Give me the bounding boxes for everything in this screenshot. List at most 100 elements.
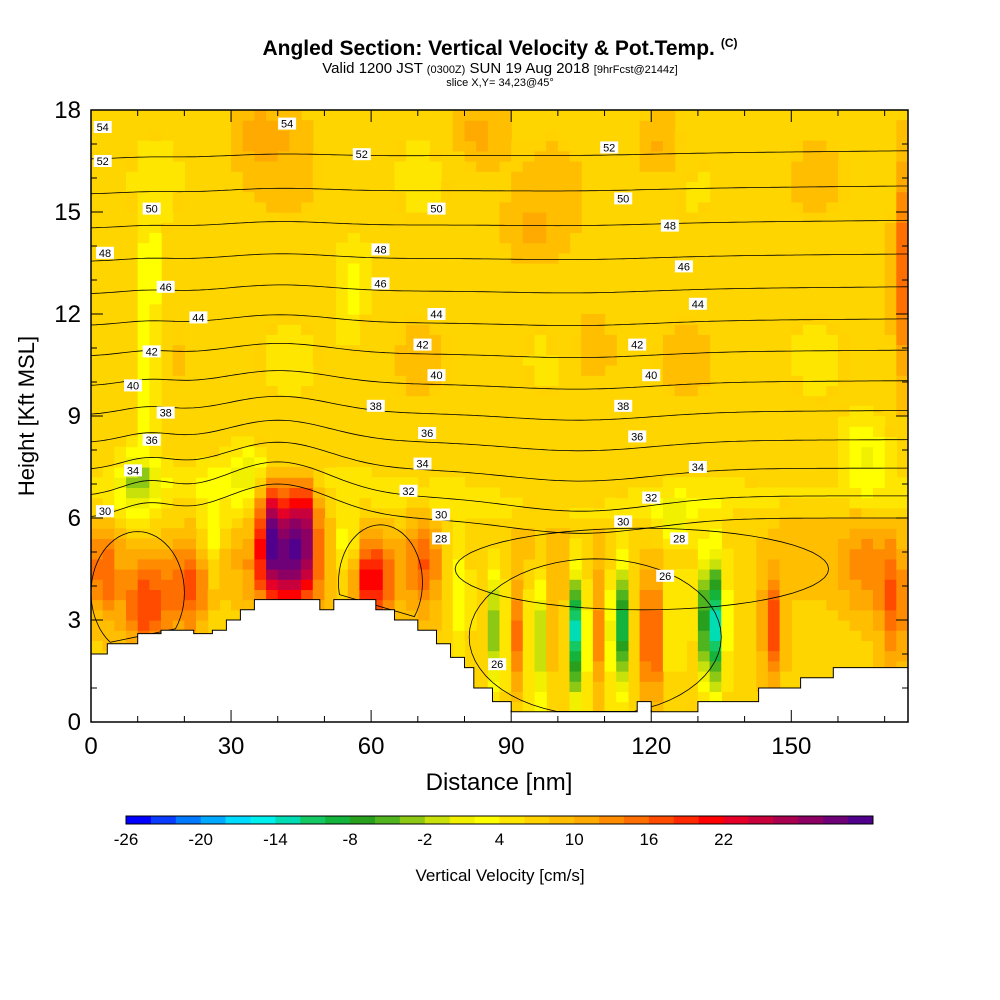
velocity-cell [522, 660, 536, 672]
velocity-cell [242, 446, 255, 458]
colorbar-swatch [150, 816, 177, 824]
velocity-cell [301, 487, 314, 499]
velocity-cell [826, 487, 839, 499]
velocity-cell [149, 507, 162, 519]
velocity-cell [406, 191, 419, 203]
theta-label-text: 42 [416, 340, 428, 352]
velocity-cell [721, 630, 734, 641]
velocity-cell [312, 558, 326, 570]
colorbar-swatch [126, 816, 152, 824]
velocity-cell [184, 609, 197, 621]
velocity-cell [476, 110, 489, 121]
velocity-cell [709, 691, 722, 703]
velocity-cell [779, 487, 792, 499]
velocity-cell [592, 528, 606, 539]
velocity-cell [616, 538, 629, 550]
velocity-cell [522, 201, 536, 213]
velocity-cell [161, 150, 174, 162]
velocity-cell [697, 569, 711, 580]
velocity-cell [499, 640, 512, 652]
velocity-cell [394, 161, 407, 172]
theta-label: 32 [642, 491, 661, 505]
velocity-cell [767, 558, 781, 570]
velocity-cell [254, 191, 267, 203]
velocity-cell [686, 354, 699, 366]
velocity-cell [149, 579, 162, 590]
velocity-cell [884, 558, 897, 570]
velocity-cell [464, 569, 477, 580]
velocity-cell [639, 630, 652, 641]
velocity-cell [896, 161, 908, 172]
velocity-cell [417, 507, 431, 519]
velocity-cell [884, 232, 897, 244]
velocity-cell [569, 548, 582, 560]
colorbar-swatch [175, 816, 202, 824]
velocity-cell [172, 201, 185, 213]
velocity-cell [266, 589, 279, 601]
velocity-cell [161, 140, 174, 152]
velocity-cell [697, 201, 711, 213]
velocity-cell [242, 171, 255, 182]
velocity-cell [511, 660, 524, 672]
velocity-cell [231, 558, 244, 570]
velocity-cell [896, 395, 908, 407]
velocity-cell [849, 446, 862, 458]
velocity-cell [382, 558, 396, 570]
velocity-cell [604, 609, 617, 621]
velocity-cell [604, 324, 617, 335]
velocity-cell [873, 436, 886, 448]
velocity-cell [336, 263, 349, 274]
velocity-cell [336, 477, 349, 488]
velocity-cell [347, 497, 361, 509]
velocity-cell [557, 579, 571, 590]
velocity-cell [791, 150, 804, 162]
velocity-cell [266, 191, 279, 203]
velocity-cell [779, 650, 792, 662]
velocity-cell [114, 558, 127, 570]
theta-label-bg [371, 243, 390, 256]
velocity-cell [126, 630, 139, 641]
velocity-cell [301, 130, 314, 142]
velocity-cell [534, 171, 547, 182]
velocity-cell [254, 538, 267, 550]
velocity-cell [592, 650, 606, 662]
velocity-cell [569, 589, 582, 601]
velocity-cell [91, 538, 104, 550]
velocity-cell [91, 477, 104, 488]
velocity-cell [487, 589, 501, 601]
velocity-cell [406, 579, 419, 590]
velocity-cell [896, 405, 908, 417]
velocity-cell [149, 242, 162, 254]
velocity-cell [569, 660, 582, 672]
velocity-cell [102, 609, 115, 621]
velocity-cell [301, 467, 314, 478]
velocity-cell [312, 507, 326, 519]
velocity-cell [196, 456, 209, 468]
velocity-cell [429, 548, 442, 560]
velocity-cell [254, 110, 267, 121]
velocity-cell [254, 518, 267, 529]
velocity-cell [487, 140, 501, 152]
velocity-cell [522, 538, 536, 550]
velocity-cell [697, 161, 711, 172]
velocity-cell [429, 334, 442, 346]
velocity-cell [522, 620, 536, 631]
velocity-cell [511, 609, 524, 621]
velocity-cell [184, 599, 197, 611]
velocity-cell [803, 518, 816, 529]
velocity-cell [254, 569, 267, 580]
velocity-cell [522, 548, 536, 560]
colorbar-tick-label: -20 [188, 830, 213, 849]
velocity-cell [581, 324, 594, 335]
velocity-cell [884, 324, 897, 335]
velocity-cell [137, 609, 150, 621]
velocity-cell [172, 344, 185, 356]
velocity-cell [406, 181, 419, 193]
velocity-cell [896, 528, 908, 539]
velocity-cell [184, 487, 197, 499]
velocity-cell [569, 650, 582, 662]
velocity-cell [137, 314, 150, 325]
velocity-cell [161, 548, 174, 560]
velocity-cell [709, 518, 722, 529]
velocity-cell [254, 140, 267, 152]
